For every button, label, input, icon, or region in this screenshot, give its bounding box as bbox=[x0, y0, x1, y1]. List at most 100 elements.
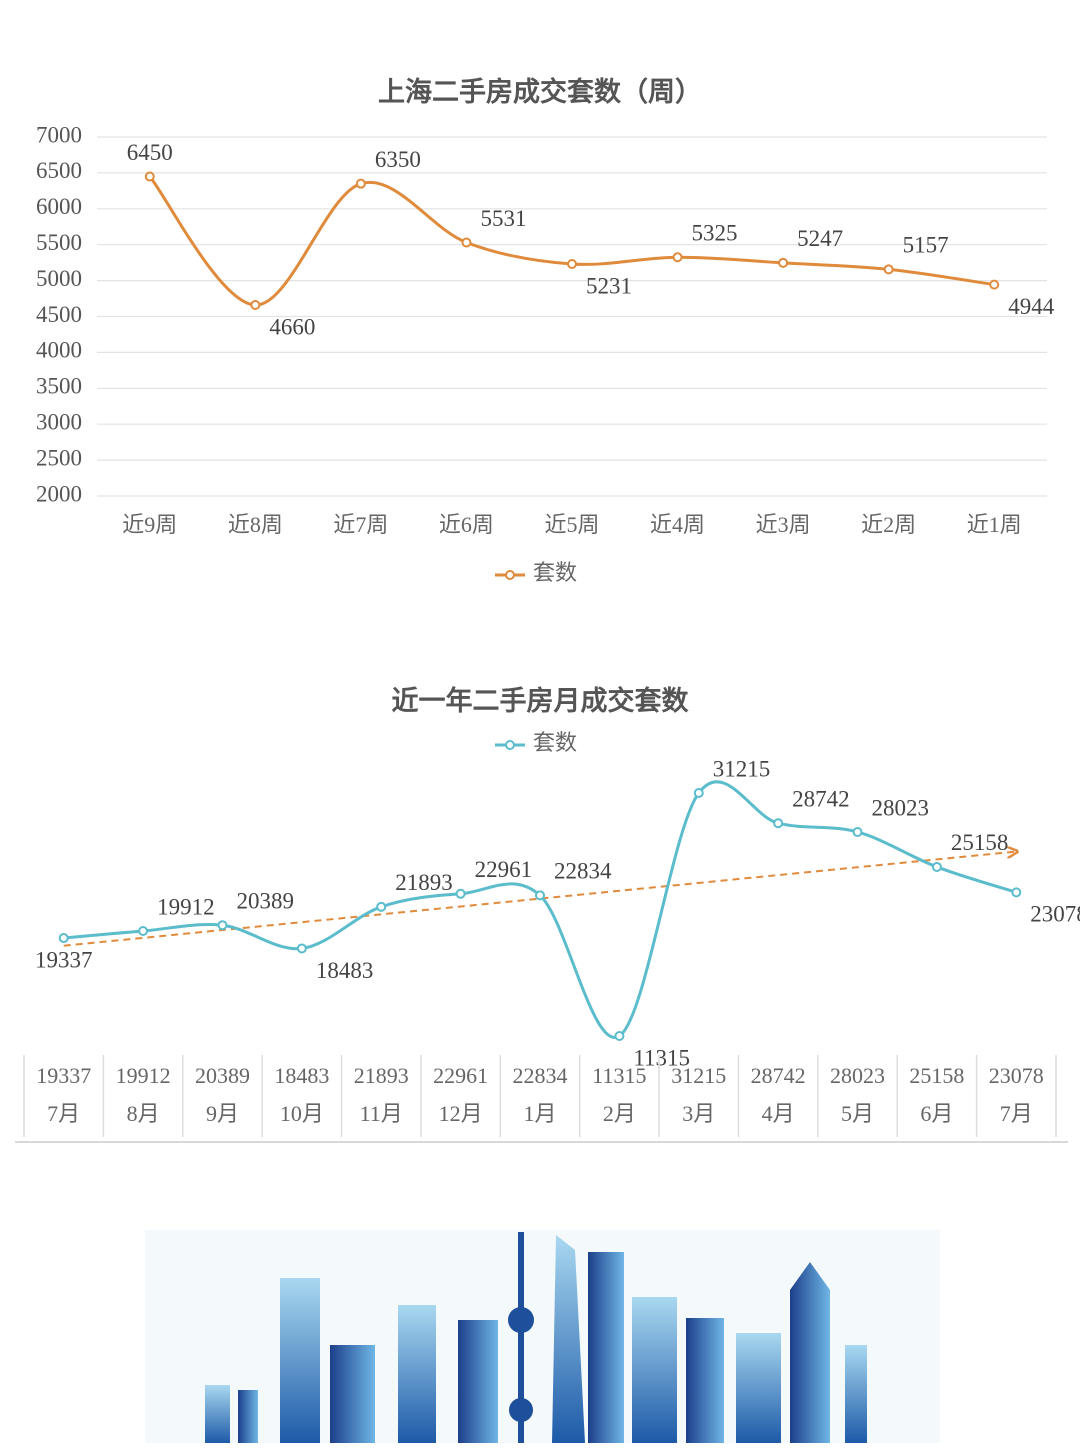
data-point bbox=[989, 279, 1000, 290]
table-value: 25158 bbox=[909, 1063, 964, 1088]
legend-marker bbox=[505, 740, 515, 750]
y-tick-label: 2000 bbox=[36, 481, 82, 506]
data-point bbox=[931, 861, 942, 872]
building bbox=[736, 1333, 781, 1443]
y-tick-label: 3000 bbox=[36, 409, 82, 434]
x-tick-label: 近9周 bbox=[122, 512, 177, 537]
data-label: 4944 bbox=[1008, 294, 1054, 319]
table-category: 1月 bbox=[523, 1101, 556, 1126]
data-point bbox=[1011, 887, 1022, 898]
y-tick-label: 4000 bbox=[36, 338, 82, 363]
data-point bbox=[852, 826, 863, 837]
data-label: 28023 bbox=[872, 795, 930, 820]
building bbox=[845, 1345, 867, 1443]
data-point bbox=[217, 920, 228, 931]
chart-title: 上海二手房成交套数（周） bbox=[378, 76, 702, 107]
data-label: 28742 bbox=[792, 786, 850, 811]
building bbox=[632, 1297, 677, 1443]
table-category: 6月 bbox=[920, 1101, 953, 1126]
x-tick-label: 近2周 bbox=[861, 512, 916, 537]
data-label: 6450 bbox=[127, 140, 173, 165]
x-tick-label: 近5周 bbox=[544, 512, 599, 537]
tower-ball bbox=[509, 1398, 533, 1422]
data-point bbox=[455, 888, 466, 899]
y-tick-label: 6500 bbox=[36, 158, 82, 183]
data-point bbox=[773, 818, 784, 829]
building bbox=[686, 1318, 724, 1443]
building bbox=[238, 1390, 258, 1443]
data-label: 22834 bbox=[554, 859, 612, 884]
table-value: 28023 bbox=[830, 1063, 885, 1088]
x-tick-label: 近8周 bbox=[228, 512, 283, 537]
data-label: 5325 bbox=[692, 221, 738, 246]
y-tick-label: 5000 bbox=[36, 266, 82, 291]
table-value: 18483 bbox=[274, 1063, 329, 1088]
x-tick-label: 近3周 bbox=[756, 512, 811, 537]
data-label: 18483 bbox=[316, 958, 374, 983]
building bbox=[205, 1385, 230, 1443]
table-category: 3月 bbox=[682, 1101, 715, 1126]
data-point bbox=[461, 237, 472, 248]
table-value: 19912 bbox=[116, 1063, 171, 1088]
data-point bbox=[355, 178, 366, 189]
data-point bbox=[614, 1031, 625, 1041]
data-label: 19912 bbox=[157, 894, 215, 919]
series-line bbox=[63, 780, 1017, 1039]
data-label: 22961 bbox=[475, 857, 532, 882]
y-tick-label: 5500 bbox=[36, 230, 82, 255]
x-tick-label: 近4周 bbox=[650, 512, 705, 537]
data-point bbox=[672, 252, 683, 263]
tower-ball bbox=[508, 1307, 534, 1333]
table-value: 11315 bbox=[592, 1063, 646, 1088]
building bbox=[790, 1262, 830, 1443]
table-value: 20389 bbox=[195, 1063, 250, 1088]
data-label: 5231 bbox=[586, 273, 632, 298]
data-point bbox=[883, 264, 894, 275]
table-value: 19337 bbox=[36, 1063, 91, 1088]
building bbox=[398, 1305, 436, 1443]
data-point bbox=[535, 890, 545, 901]
table-category: 11月 bbox=[360, 1101, 403, 1126]
table-category: 5月 bbox=[841, 1101, 874, 1126]
data-point bbox=[778, 257, 789, 268]
data-label: 21893 bbox=[395, 870, 453, 895]
table-value: 21893 bbox=[354, 1063, 409, 1088]
data-label: 11315 bbox=[633, 1045, 690, 1070]
building bbox=[552, 1235, 585, 1443]
legend-marker bbox=[505, 570, 515, 580]
x-tick-label: 近1周 bbox=[967, 512, 1022, 537]
y-tick-label: 2500 bbox=[36, 445, 82, 470]
y-tick-label: 4500 bbox=[36, 302, 82, 327]
data-label: 5531 bbox=[480, 206, 526, 231]
table-category: 2月 bbox=[603, 1101, 636, 1126]
chart-title: 近一年二手房月成交套数 bbox=[392, 685, 690, 716]
table-value: 22961 bbox=[433, 1063, 488, 1088]
data-label: 25158 bbox=[951, 830, 1009, 855]
data-label: 20389 bbox=[236, 888, 294, 913]
data-point bbox=[693, 788, 704, 798]
building bbox=[588, 1252, 624, 1443]
table-value: 31215 bbox=[671, 1063, 726, 1088]
table-category: 10月 bbox=[280, 1101, 324, 1126]
data-label: 19337 bbox=[35, 947, 93, 972]
x-tick-label: 近7周 bbox=[333, 512, 388, 537]
table-category: 7月 bbox=[1000, 1101, 1033, 1126]
data-point bbox=[250, 300, 261, 311]
data-label: 5247 bbox=[797, 226, 843, 251]
table-category: 7月 bbox=[47, 1101, 80, 1126]
data-label: 31215 bbox=[713, 756, 771, 781]
y-tick-label: 6000 bbox=[36, 194, 82, 219]
data-point bbox=[58, 933, 69, 944]
building bbox=[280, 1278, 320, 1443]
skyline bbox=[145, 1230, 940, 1443]
table-category: 9月 bbox=[206, 1101, 239, 1126]
data-label: 6350 bbox=[375, 147, 421, 172]
y-tick-label: 3500 bbox=[36, 374, 82, 399]
table-category: 4月 bbox=[762, 1101, 795, 1126]
table-category: 12月 bbox=[439, 1101, 483, 1126]
data-label: 23078 bbox=[1030, 902, 1080, 927]
table-value: 22834 bbox=[513, 1063, 568, 1088]
legend-label: 套数 bbox=[533, 730, 577, 755]
